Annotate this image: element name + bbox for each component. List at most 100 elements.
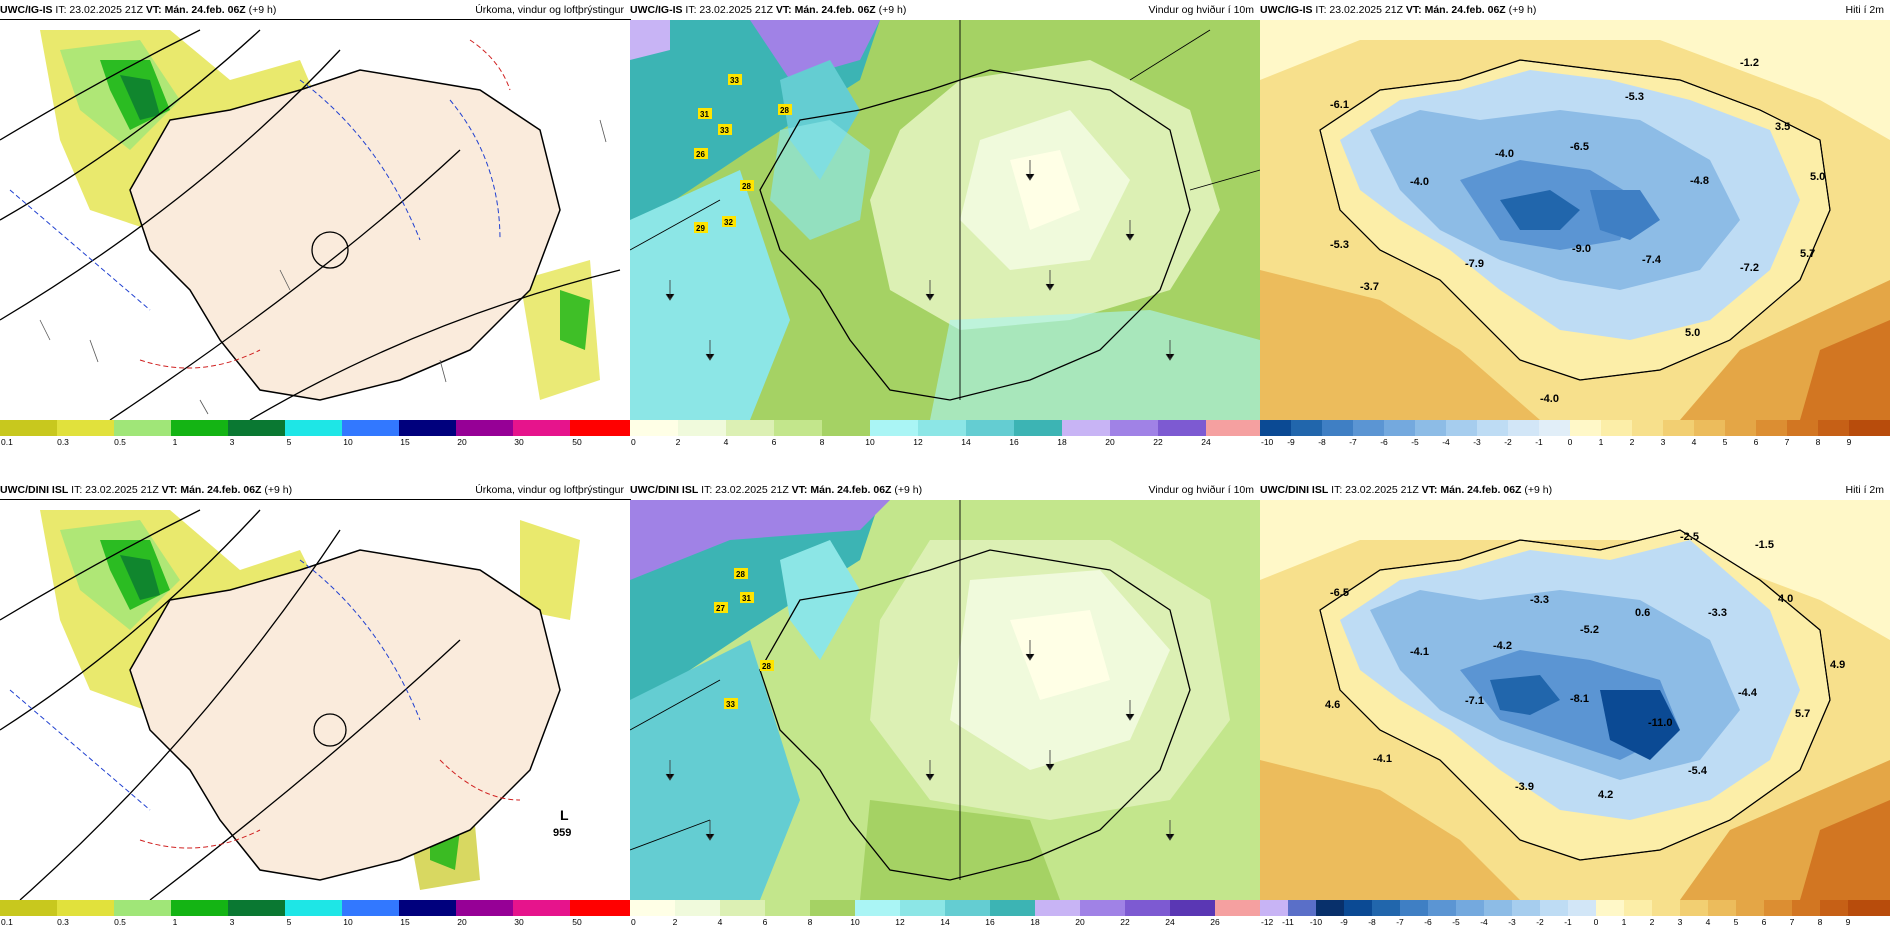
scale-label: 6 [1761,917,1767,927]
precip-map[interactable]: L 959 [0,499,631,901]
gust-label: 33 [726,700,735,709]
lead-time: (+9 h) [264,484,293,496]
scale-label: -2 [1504,437,1512,447]
scale-label: 50 [572,917,582,927]
scale-label: 0 [631,917,636,927]
model-name: UWC/IG-IS [0,4,53,16]
scale-label: 3 [229,437,235,447]
scale-label: -10 [1261,437,1274,447]
valid-time: VT: Mán. 24.feb. 06Z [791,484,892,496]
scale-label: -6 [1380,437,1388,447]
scale-label: 16 [1009,437,1019,447]
scale-label: -12 [1261,917,1274,927]
iceland-land [129,69,561,401]
temp-label: -6.5 [1570,141,1589,153]
panel-title: Úrkoma, vindur og loftþrýstingur [475,4,624,16]
wind-map-svg: 33 28 31 33 26 28 29 32 [630,20,1260,420]
scale-label: 10 [343,917,353,927]
scale-label: 5 [286,917,292,927]
panel-temp-row1: UWC/IG-IS IT: 23.02.2025 21Z VT: Mán. 24… [1260,0,1890,460]
temp-label: -6.5 [1330,587,1349,599]
scale-label: 10 [343,437,353,447]
scale-label: 14 [940,917,950,927]
temp-labels: -6.1 -5.3 -1.2 3.5 -6.5 -4.0 -4.0 -4.8 5… [1330,57,1825,405]
scale-label: 4 [723,437,729,447]
scale-label: 2 [1649,917,1655,927]
panel-title: Vindur og hviður í 10m [1148,4,1254,16]
temp-label: 4.6 [1325,699,1340,711]
scale-label: 50 [572,437,582,447]
scale-label: 18 [1030,917,1040,927]
temp-label: -2.5 [1680,531,1699,543]
wind-map[interactable]: 28 31 27 28 33 [630,500,1260,900]
temp-label: -4.2 [1493,640,1512,652]
wind-arrows [665,160,1175,361]
scale-label: 0.3 [57,917,69,927]
scale-label: 10 [850,917,860,927]
model-name: UWC/DINI ISL [630,484,699,496]
iceland-coast [759,69,1191,401]
temp-label: -4.0 [1410,176,1429,188]
scale-label: -5 [1411,437,1419,447]
precip-map-svg [0,20,630,420]
scale-label: 2 [675,437,681,447]
scale-label: -3 [1508,917,1516,927]
scale-label: 0 [631,437,636,447]
temp-label: -11.0 [1648,717,1672,729]
scale-label: 4 [717,917,723,927]
temp-label: 4.2 [1598,789,1613,801]
precip-map[interactable] [0,19,631,421]
scale-label: 0.1 [1,917,13,927]
scale-label: 20 [1105,437,1115,447]
temp-label: 5.7 [1795,708,1810,720]
temp-labels: -2.5 -1.5 -6.5 -3.3 0.6 -3.3 4.0 -5.2 -4… [1325,531,1845,801]
panel-header: UWC/IG-IS IT: 23.02.2025 21Z VT: Mán. 24… [1260,0,1890,20]
temp-label: -6.1 [1330,99,1349,111]
scale-label: 15 [400,917,410,927]
scale-label: 18 [1057,437,1067,447]
temp-label: -4.1 [1373,753,1392,765]
scale-label: 7 [1789,917,1795,927]
temp-label: -5.2 [1580,624,1599,636]
temp-label: -4.4 [1738,687,1758,699]
temp-map-svg: -2.5 -1.5 -6.5 -3.3 0.6 -3.3 4.0 -5.2 -4… [1260,500,1890,900]
temp-label: 4.0 [1778,593,1793,605]
temp-map[interactable]: -2.5 -1.5 -6.5 -3.3 0.6 -3.3 4.0 -5.2 -4… [1260,500,1890,900]
temp-label: -3.3 [1708,607,1727,619]
temp-colorbar: -12 -11 -10 -9 -8 -7 -6 -5 -4 -3 -2 -1 0… [1260,900,1890,930]
temp-label: -5.3 [1330,239,1349,251]
model-name: UWC/IG-IS [630,4,683,16]
panel-wind-row2: UWC/DINI ISL IT: 23.02.2025 21Z VT: Mán.… [630,480,1260,940]
scale-label: -10 [1309,917,1323,927]
wind-colorbar: 0 2 4 6 8 10 12 14 16 18 20 22 24 [630,420,1260,450]
temp-label: 0.6 [1635,607,1650,619]
temp-label: -8.1 [1570,693,1589,705]
gust-label: 28 [742,182,751,191]
scale-label: 22 [1153,437,1163,447]
gust-label: 31 [700,110,709,119]
scale-label: 5 [1733,917,1739,927]
scale-label: 6 [1753,437,1759,447]
scale-label: 5 [1722,437,1728,447]
gust-label: 26 [696,150,705,159]
temp-map[interactable]: -6.1 -5.3 -1.2 3.5 -6.5 -4.0 -4.0 -4.8 5… [1260,20,1890,420]
scale-label: 3 [1660,437,1666,447]
scale-label: 2 [1629,437,1635,447]
gust-label: 28 [762,662,771,671]
scale-label: -7 [1349,437,1357,447]
temp-label: 3.5 [1775,121,1790,133]
scale-label: 20 [457,917,467,927]
scale-label: 4 [1691,437,1697,447]
wind-map[interactable]: 33 28 31 33 26 28 29 32 [630,20,1260,420]
gust-label: 28 [736,570,745,579]
scale-label: 0.5 [114,917,126,927]
panel-title: Hiti í 2m [1845,484,1884,496]
valid-time: VT: Mán. 24.feb. 06Z [775,4,876,16]
panel-temp-row2: UWC/DINI ISL IT: 23.02.2025 21Z VT: Mán.… [1260,480,1890,940]
scale-label: 6 [762,917,768,927]
scale-label: 2 [672,917,678,927]
lead-time: (+9 h) [878,4,907,16]
gust-label: 29 [696,224,705,233]
scale-label: 5 [286,437,292,447]
scale-label: -5 [1452,917,1460,927]
